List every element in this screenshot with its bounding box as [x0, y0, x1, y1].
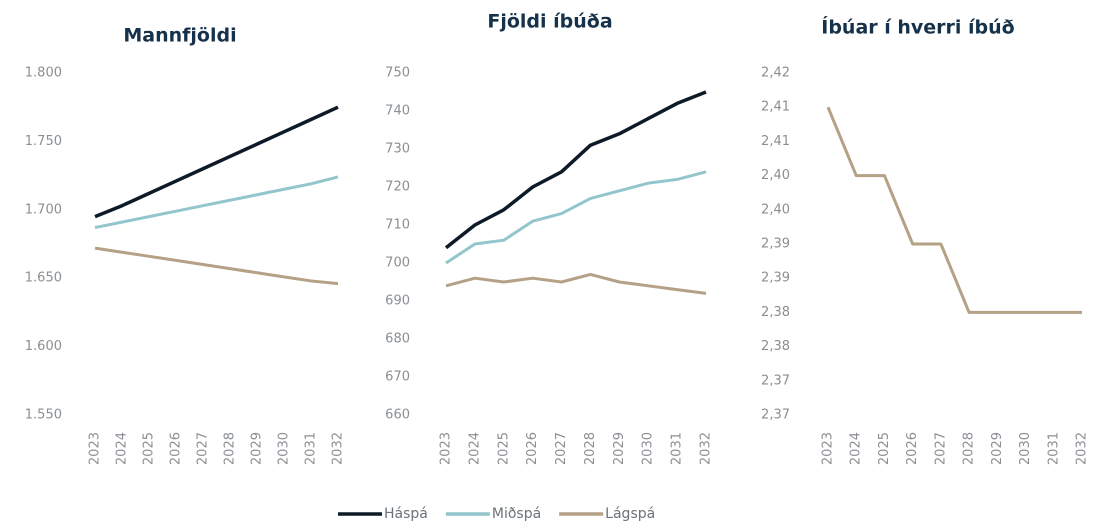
y-tick-label: 2,42 [761, 66, 790, 81]
x-tick-label: 2025 [142, 432, 157, 465]
y-tick-label: 660 [385, 408, 410, 423]
y-tick-label: 1.750 [25, 134, 62, 149]
y-tick-label: 750 [385, 66, 410, 81]
y-tick-label: 2,40 [761, 202, 790, 217]
y-tick-label: 710 [385, 218, 410, 233]
series-line [94, 246, 339, 286]
x-tick-label: 2024 [849, 432, 864, 465]
y-tick-label: 1.700 [25, 202, 62, 217]
y-tick-label: 670 [385, 370, 410, 385]
series-line [445, 272, 707, 295]
y-tick-label: 2,37 [761, 373, 790, 388]
y-tick-label: 720 [385, 180, 410, 195]
y-tick-label: 700 [385, 256, 410, 271]
x-tick-label: 2029 [250, 432, 265, 465]
x-tick-label: 2023 [821, 432, 836, 465]
y-tick-label: 2,40 [761, 168, 790, 183]
x-tick-label: 2028 [962, 432, 977, 465]
x-tick-label: 2026 [905, 432, 920, 465]
x-tick-label: 2023 [439, 432, 454, 465]
y-tick-label: 2,41 [761, 134, 790, 149]
series-line [444, 90, 707, 250]
chart-title: Íbúar í hverri íbúð [821, 16, 1015, 39]
y-tick-label: 1.550 [25, 408, 62, 423]
x-tick-label: 2030 [277, 432, 292, 465]
x-tick-label: 2032 [1075, 432, 1090, 465]
x-tick-label: 2030 [1018, 432, 1033, 465]
x-tick-label: 2029 [990, 432, 1005, 465]
x-tick-label: 2030 [641, 432, 656, 465]
x-tick-label: 2032 [699, 432, 714, 465]
legend-label: Miðspá [492, 506, 541, 522]
x-tick-label: 2031 [1046, 432, 1061, 465]
x-tick-label: 2027 [196, 432, 211, 465]
y-tick-label: 690 [385, 294, 410, 309]
legend-label: Háspá [384, 506, 428, 522]
x-tick-label: 2023 [88, 432, 103, 465]
y-tick-label: 1.650 [25, 271, 62, 286]
x-tick-label: 2031 [304, 432, 319, 465]
y-tick-label: 2,39 [761, 271, 790, 286]
series-line [94, 175, 339, 230]
y-tick-label: 1.800 [25, 66, 62, 81]
x-tick-label: 2025 [877, 432, 892, 465]
y-tick-label: 2,38 [761, 339, 790, 354]
x-tick-label: 2031 [670, 432, 685, 465]
series-line [826, 106, 1082, 314]
y-tick-label: 1.600 [25, 339, 62, 354]
series-line [94, 105, 339, 219]
y-tick-label: 680 [385, 332, 410, 347]
y-tick-label: 730 [385, 142, 410, 157]
x-tick-label: 2024 [467, 432, 482, 465]
y-tick-label: 2,41 [761, 100, 790, 115]
y-tick-label: 2,37 [761, 408, 790, 423]
chart-title: Fjöldi íbúða [487, 11, 612, 33]
x-tick-label: 2026 [169, 432, 184, 465]
x-tick-label: 2027 [933, 432, 948, 465]
y-tick-label: 2,39 [761, 237, 790, 252]
x-tick-label: 2027 [554, 432, 569, 465]
y-tick-label: 740 [385, 104, 410, 119]
x-tick-label: 2025 [496, 432, 511, 465]
x-tick-label: 2029 [612, 432, 627, 465]
chart-title: Mannfjöldi [123, 25, 236, 47]
x-tick-label: 2026 [525, 432, 540, 465]
x-tick-label: 2028 [223, 432, 238, 465]
x-tick-label: 2028 [583, 432, 598, 465]
series-line [445, 170, 707, 265]
x-tick-label: 2024 [115, 432, 130, 465]
legend-label: Lágspá [605, 506, 655, 522]
y-tick-label: 2,38 [761, 305, 790, 320]
x-tick-label: 2032 [331, 432, 346, 465]
